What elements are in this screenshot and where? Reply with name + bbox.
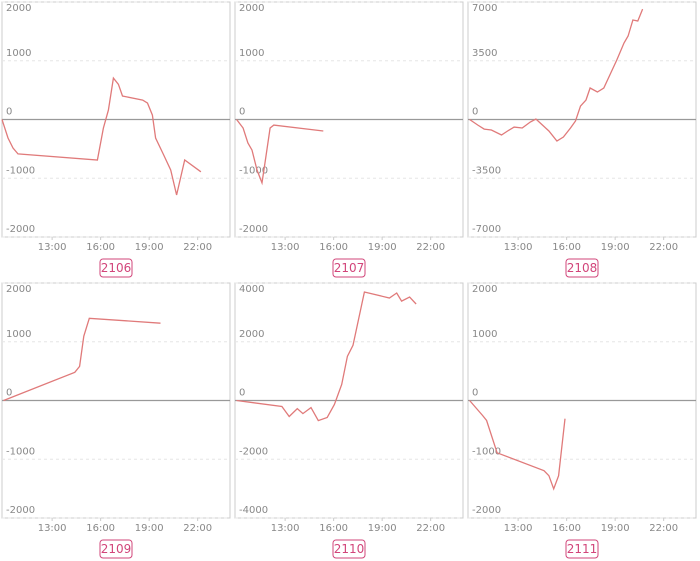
x-tick-label: 19:00 — [601, 523, 630, 534]
title-box — [99, 258, 133, 278]
y-tick-label: -2000 — [472, 505, 501, 516]
y-tick-label: -2000 — [239, 224, 268, 235]
x-tick-label: 19:00 — [135, 242, 164, 253]
y-tick-label: 0 — [239, 107, 245, 118]
y-tick-label: -7000 — [472, 224, 501, 235]
y-tick-label: 2000 — [6, 284, 31, 295]
x-tick-label: 16:00 — [86, 242, 115, 253]
x-tick-label: 22:00 — [649, 242, 678, 253]
y-tick-label: -1000 — [6, 165, 35, 176]
y-tick-label: 0 — [239, 388, 245, 399]
y-tick-label: -2000 — [6, 505, 35, 516]
chart-title: 2106 — [101, 261, 132, 275]
y-tick-label: 1000 — [239, 48, 264, 59]
title-box — [99, 539, 133, 559]
data-line — [469, 400, 566, 491]
y-tick-label: 2000 — [6, 3, 31, 14]
x-tick-label: 13:00 — [271, 523, 300, 534]
y-tick-label: -1000 — [6, 446, 35, 457]
title-box — [332, 539, 366, 559]
y-tick-label: -3500 — [472, 165, 501, 176]
x-tick-label: 22:00 — [183, 523, 212, 534]
x-tick-label: 22:00 — [183, 242, 212, 253]
x-tick-label: 13:00 — [271, 242, 300, 253]
x-tick-label: 19:00 — [368, 523, 397, 534]
chart-title: 2109 — [101, 542, 132, 556]
x-tick-label: 16:00 — [552, 242, 581, 253]
y-tick-label: -1000 — [472, 446, 501, 457]
y-tick-label: -2000 — [239, 446, 268, 457]
data-line — [469, 8, 644, 142]
y-tick-label: 0 — [472, 107, 478, 118]
data-line — [236, 291, 417, 422]
y-tick-label: 1000 — [6, 48, 31, 59]
x-tick-label: 13:00 — [504, 523, 533, 534]
x-tick-label: 13:00 — [38, 242, 67, 253]
x-tick-label: 19:00 — [368, 242, 397, 253]
x-tick-label: 19:00 — [601, 242, 630, 253]
chart-title: 2111 — [567, 542, 598, 556]
y-tick-label: 1000 — [472, 329, 497, 340]
chart-title: 2107 — [334, 261, 365, 275]
x-tick-label: 22:00 — [649, 523, 678, 534]
y-tick-label: 7000 — [472, 3, 497, 14]
chart-title: 2110 — [334, 542, 365, 556]
title-box — [565, 539, 599, 559]
x-tick-label: 13:00 — [504, 242, 533, 253]
y-tick-label: 0 — [472, 388, 478, 399]
data-line — [236, 119, 324, 186]
y-tick-label: 2000 — [472, 284, 497, 295]
title-box — [332, 258, 366, 278]
y-tick-label: 4000 — [239, 284, 264, 295]
y-tick-label: 1000 — [6, 329, 31, 340]
x-tick-label: 16:00 — [552, 523, 581, 534]
x-tick-label: 22:00 — [416, 242, 445, 253]
data-line — [3, 317, 161, 402]
x-tick-label: 22:00 — [416, 523, 445, 534]
y-tick-label: 0 — [6, 388, 12, 399]
x-tick-label: 19:00 — [135, 523, 164, 534]
chart-title: 2108 — [567, 261, 598, 275]
y-tick-label: -2000 — [6, 224, 35, 235]
x-tick-label: 16:00 — [86, 523, 115, 534]
y-tick-label: 0 — [6, 107, 12, 118]
x-tick-label: 16:00 — [319, 523, 348, 534]
y-tick-label: 3500 — [472, 48, 497, 59]
y-tick-label: 2000 — [239, 329, 264, 340]
y-tick-label: -1000 — [239, 165, 268, 176]
y-tick-label: 2000 — [239, 3, 264, 14]
x-tick-label: 16:00 — [319, 242, 348, 253]
title-box — [565, 258, 599, 278]
x-tick-label: 13:00 — [38, 523, 67, 534]
y-tick-label: -4000 — [239, 505, 268, 516]
data-line — [1, 76, 202, 196]
